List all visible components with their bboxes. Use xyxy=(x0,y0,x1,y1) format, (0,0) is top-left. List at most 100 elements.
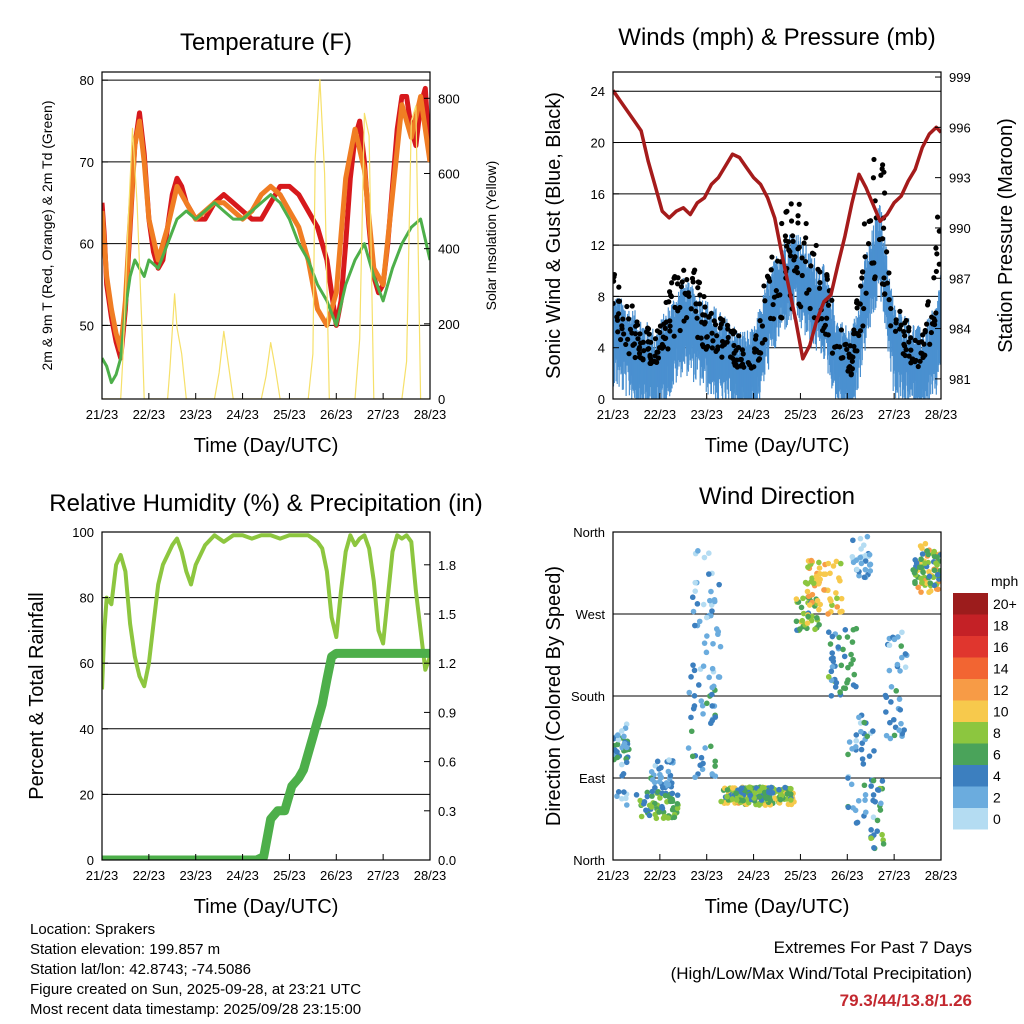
series-line-2m-td xyxy=(102,193,430,385)
gust-point xyxy=(626,351,632,357)
x-tick-label: 25/23 xyxy=(784,868,817,883)
y-tick-label: South xyxy=(571,689,605,704)
direction-point xyxy=(827,641,834,647)
legend-label: 0 xyxy=(993,811,1001,827)
gust-point xyxy=(662,325,668,331)
direction-point xyxy=(849,639,856,645)
y-right-tick-label: 0 xyxy=(438,392,445,407)
gust-point xyxy=(693,301,699,307)
direction-point xyxy=(633,792,640,798)
direction-point xyxy=(638,813,645,820)
gust-point xyxy=(667,328,673,334)
direction-point xyxy=(772,795,778,801)
gust-point xyxy=(933,268,939,275)
station-info: Location: Sprakers Station elevation: 19… xyxy=(30,920,361,1020)
direction-point xyxy=(620,771,627,777)
direction-point xyxy=(870,777,877,784)
gust-point xyxy=(844,346,850,353)
legend-swatch xyxy=(953,679,988,701)
direction-point xyxy=(888,699,894,705)
gust-point xyxy=(784,208,790,214)
gust-point xyxy=(711,318,717,324)
gust-point xyxy=(731,342,737,349)
direction-point xyxy=(766,789,772,796)
y-tick-label: 0 xyxy=(598,392,605,407)
gust-point xyxy=(740,351,746,357)
gust-point xyxy=(922,352,928,358)
gust-point xyxy=(825,302,832,308)
gust-point xyxy=(789,233,796,239)
y-right-tick-label: 993 xyxy=(949,171,971,186)
direction-point xyxy=(733,790,739,797)
direction-point xyxy=(738,785,745,792)
gust-point xyxy=(927,341,933,347)
extremes-box: Extremes For Past 7 Days (High/Low/Max W… xyxy=(671,935,972,1015)
gust-point xyxy=(902,352,908,359)
direction-point xyxy=(897,707,904,713)
direction-point xyxy=(846,739,853,745)
direction-point xyxy=(835,644,842,650)
direction-point xyxy=(712,763,718,769)
direction-point xyxy=(802,579,809,586)
direction-point xyxy=(621,789,627,795)
gust-point xyxy=(851,331,857,337)
direction-point xyxy=(825,611,831,617)
gust-point xyxy=(624,303,630,310)
gust-point xyxy=(623,341,629,348)
gust-point xyxy=(924,302,931,308)
gust-point xyxy=(714,333,720,339)
gust-point xyxy=(880,225,887,231)
direction-point xyxy=(706,674,712,681)
series-line-solar-insolation xyxy=(102,78,430,399)
direction-point xyxy=(763,795,769,802)
direction-point xyxy=(922,560,928,566)
direction-point xyxy=(840,685,847,691)
x-tick-label: 23/23 xyxy=(179,407,212,422)
direction-point xyxy=(644,793,651,800)
gust-point xyxy=(774,258,781,264)
gust-point xyxy=(753,333,759,339)
legend-label: 16 xyxy=(993,639,1009,655)
direction-point xyxy=(883,694,890,701)
gust-point xyxy=(879,281,886,287)
direction-point xyxy=(830,658,837,665)
direction-point xyxy=(713,626,720,632)
legend-swatch xyxy=(953,593,988,615)
direction-point xyxy=(922,540,929,547)
direction-point xyxy=(833,679,840,686)
gust-point xyxy=(794,270,801,276)
gust-point xyxy=(858,283,864,289)
gust-point xyxy=(861,305,867,312)
direction-point xyxy=(864,533,871,540)
y-tick-label: 24 xyxy=(591,84,605,99)
direction-point xyxy=(688,674,694,680)
gust-point xyxy=(849,358,855,364)
y-right-tick-label: 981 xyxy=(949,372,971,387)
direction-point xyxy=(712,758,719,765)
y-tick-label: 20 xyxy=(80,787,94,802)
legend-swatch xyxy=(953,786,988,808)
direction-point xyxy=(715,674,722,680)
direction-point xyxy=(709,608,715,614)
y-right-tick-label: 600 xyxy=(438,166,460,181)
direction-point xyxy=(696,682,702,688)
extremes-title: Extremes For Past 7 Days xyxy=(773,938,972,957)
gust-point xyxy=(860,323,866,329)
gust-point xyxy=(620,316,626,322)
gust-point xyxy=(795,213,801,219)
x-tick-label: 24/23 xyxy=(737,868,770,883)
direction-point xyxy=(702,745,708,751)
direction-point xyxy=(699,766,706,773)
gust-point xyxy=(803,235,809,241)
direction-point xyxy=(708,720,714,727)
direction-point xyxy=(899,629,905,636)
gust-point xyxy=(824,273,830,279)
direction-point xyxy=(747,792,753,799)
x-tick-label: 23/23 xyxy=(179,868,212,883)
direction-point xyxy=(837,609,843,615)
y-right-tick-label: 1.8 xyxy=(438,558,456,573)
direction-point xyxy=(724,787,731,793)
gust-point xyxy=(761,283,767,289)
gust-point xyxy=(681,318,687,324)
gust-point xyxy=(901,343,908,349)
